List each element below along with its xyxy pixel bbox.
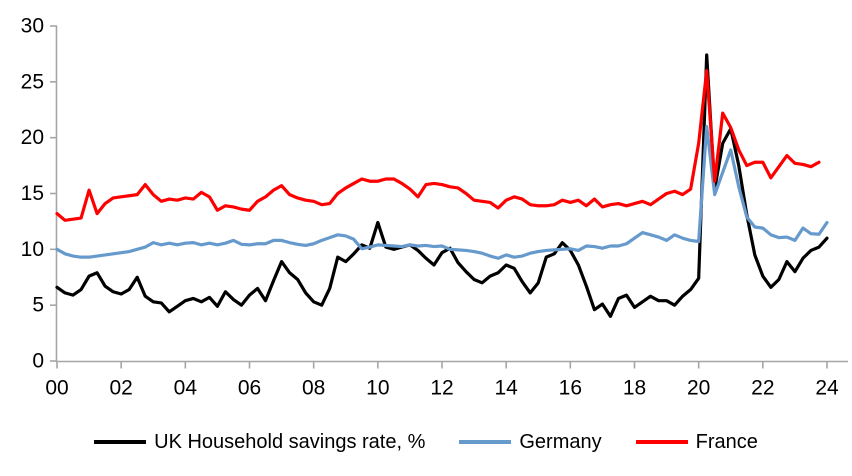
legend-label-france: France xyxy=(695,431,758,453)
legend-label-uk: UK Household savings rate, % xyxy=(154,431,426,453)
y-tick-label: 30 xyxy=(21,15,44,38)
x-tick-label: 12 xyxy=(430,377,453,400)
x-tick-label: 10 xyxy=(366,377,389,400)
y-tick-label: 20 xyxy=(21,126,44,149)
y-tick-label: 5 xyxy=(32,294,44,317)
y-tick-label: 15 xyxy=(21,182,44,205)
series-line-germany xyxy=(55,124,829,260)
y-tick-label: 10 xyxy=(21,238,44,261)
legend-item-uk[interactable]: UK Household savings rate, % xyxy=(94,429,425,455)
legend-item-france[interactable]: France xyxy=(635,429,758,455)
x-tick-label: 02 xyxy=(109,377,132,400)
x-tick-label: 08 xyxy=(302,377,325,400)
legend-line-swatch-uk xyxy=(94,440,147,444)
x-tick-label: 16 xyxy=(559,377,582,400)
x-tick-label: 14 xyxy=(494,377,518,400)
x-tick-label: 18 xyxy=(623,377,646,400)
x-tick-label: 22 xyxy=(751,377,774,400)
legend: UK Household savings rate, % Germany Fra… xyxy=(0,429,852,455)
y-tick-label: 25 xyxy=(21,70,44,93)
x-tick-label: 24 xyxy=(815,377,839,400)
legend-item-germany[interactable]: Germany xyxy=(459,429,602,455)
plot-area: 0 5 10 15 20 25 30 00 02 04 06 08 10 12 14 16 18 20 22 24 xyxy=(21,15,848,400)
x-tick-label: 20 xyxy=(687,377,710,400)
legend-label-germany: Germany xyxy=(519,431,602,453)
x-tick-label: 06 xyxy=(238,377,261,400)
x-tick-label: 04 xyxy=(174,377,198,400)
legend-line-swatch-germany xyxy=(459,440,512,444)
legend-line-swatch-france xyxy=(635,440,688,444)
series-line-france xyxy=(55,69,821,222)
x-tick-label: 00 xyxy=(45,377,68,400)
y-tick-label: 0 xyxy=(32,350,44,373)
series-line-uk xyxy=(55,53,829,318)
